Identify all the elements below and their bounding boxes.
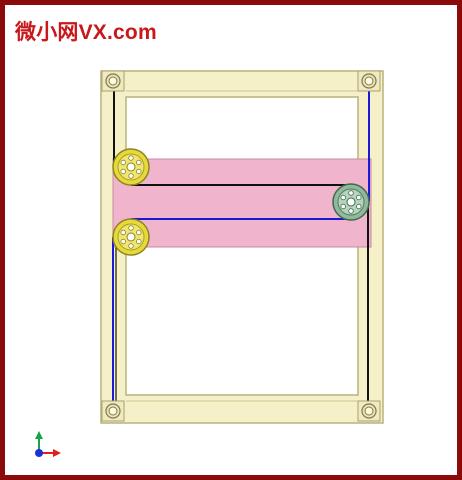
corner-bolt-icon [101,70,125,92]
pulley-wheel-icon [112,218,150,256]
watermark-text: 微小网VX.com [15,21,157,44]
axis-triad-icon [35,431,61,457]
pulley-wheel-icon [332,183,370,221]
mechanism-diagram [35,70,384,457]
corner-bolt-icon [101,400,125,422]
corner-bolt-icon [357,400,381,422]
pulley-wheel-icon [112,148,150,186]
corner-bolt-icon [357,70,381,92]
cables [112,81,370,415]
pink-slider-panel [112,158,372,248]
